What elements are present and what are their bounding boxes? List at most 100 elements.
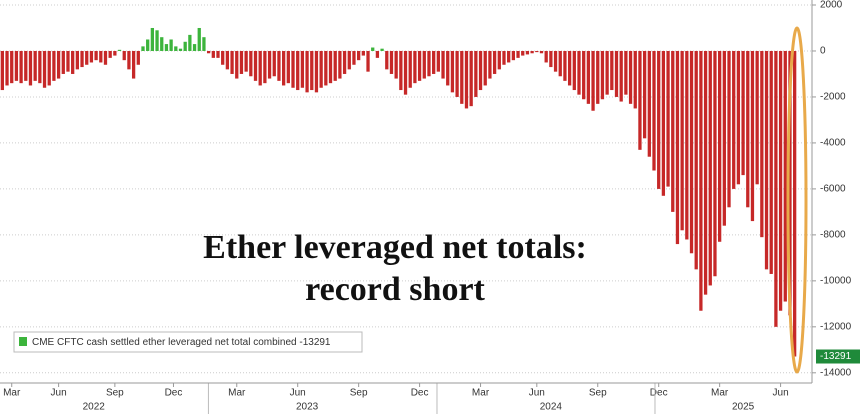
bar (521, 50, 525, 56)
bar (441, 50, 445, 79)
bar (460, 50, 464, 104)
bar (136, 50, 140, 65)
bar (291, 50, 295, 88)
x-tick-label: Jun (529, 388, 545, 399)
bar (544, 50, 548, 63)
bar (403, 50, 408, 95)
bar (450, 50, 455, 93)
bar (281, 50, 286, 86)
bar (661, 50, 666, 196)
bar (253, 50, 258, 81)
bar (235, 50, 239, 79)
bar (122, 50, 126, 61)
y-tick-label: -14000 (820, 367, 852, 378)
bar (117, 49, 122, 51)
bar (413, 50, 417, 84)
bar (375, 50, 380, 58)
bar (164, 44, 169, 51)
x-tick-label: Sep (350, 388, 368, 399)
bar (225, 50, 230, 70)
bar (732, 50, 736, 189)
bar (680, 50, 684, 231)
bar (61, 50, 65, 74)
bar (160, 37, 164, 51)
bar (755, 50, 759, 185)
bar (221, 50, 225, 65)
x-tick-label: Dec (165, 388, 183, 399)
bar (28, 50, 33, 86)
bar (89, 50, 94, 63)
bar (727, 50, 731, 208)
bar (511, 50, 516, 61)
y-tick-label: -8000 (820, 230, 846, 241)
bar (638, 50, 642, 150)
bar (305, 50, 309, 93)
bar (572, 50, 576, 91)
bar (507, 50, 511, 63)
bar (258, 50, 262, 86)
bar (24, 50, 28, 81)
bar (357, 50, 361, 61)
bar (342, 50, 347, 74)
bar (244, 50, 248, 72)
bar (774, 50, 778, 327)
bar (141, 46, 145, 51)
bar (619, 50, 623, 102)
x-tick-label: Sep (589, 388, 607, 399)
bar (455, 50, 459, 97)
bar (657, 50, 661, 189)
bar (324, 50, 328, 86)
bar (108, 50, 112, 58)
bar (178, 48, 183, 51)
bar (689, 50, 694, 254)
bar (750, 50, 755, 222)
bar (408, 50, 412, 88)
bar (188, 34, 192, 51)
x-tick-label: Jun (51, 388, 67, 399)
bar (713, 50, 717, 277)
last-value-label: -13291 (820, 351, 852, 362)
bar (600, 50, 605, 100)
bar (113, 50, 117, 56)
bar (239, 50, 244, 74)
bar (516, 50, 520, 58)
y-tick-label: 2000 (820, 0, 843, 11)
bar (19, 50, 23, 84)
bar (47, 50, 51, 86)
bar (652, 50, 656, 171)
bar (183, 41, 187, 51)
bar (389, 50, 394, 74)
bar (277, 50, 281, 81)
bar (80, 50, 84, 68)
y-tick-label: -12000 (820, 321, 852, 332)
bar (328, 50, 333, 84)
bar (174, 46, 178, 51)
bar (741, 50, 745, 176)
x-tick-label: Mar (711, 388, 729, 399)
bar (75, 50, 79, 70)
bar (206, 50, 211, 54)
bar (675, 50, 680, 245)
bar (596, 50, 600, 104)
bar (685, 50, 689, 240)
bar (347, 50, 351, 70)
x-tick-label: Mar (228, 388, 246, 399)
bar (535, 50, 539, 53)
bar (788, 50, 792, 316)
bar (385, 50, 389, 70)
bar (33, 50, 37, 81)
bar (778, 50, 783, 311)
bar (272, 50, 276, 77)
bar (624, 50, 628, 95)
y-tick-label: -6000 (820, 184, 846, 195)
bar (492, 50, 497, 74)
legend-value: -13291 (299, 337, 331, 348)
bar (52, 50, 56, 81)
bar (202, 37, 206, 51)
highlight-ellipse (786, 26, 808, 374)
legend-swatch (19, 337, 27, 346)
bar (525, 50, 530, 55)
bar (793, 50, 797, 357)
